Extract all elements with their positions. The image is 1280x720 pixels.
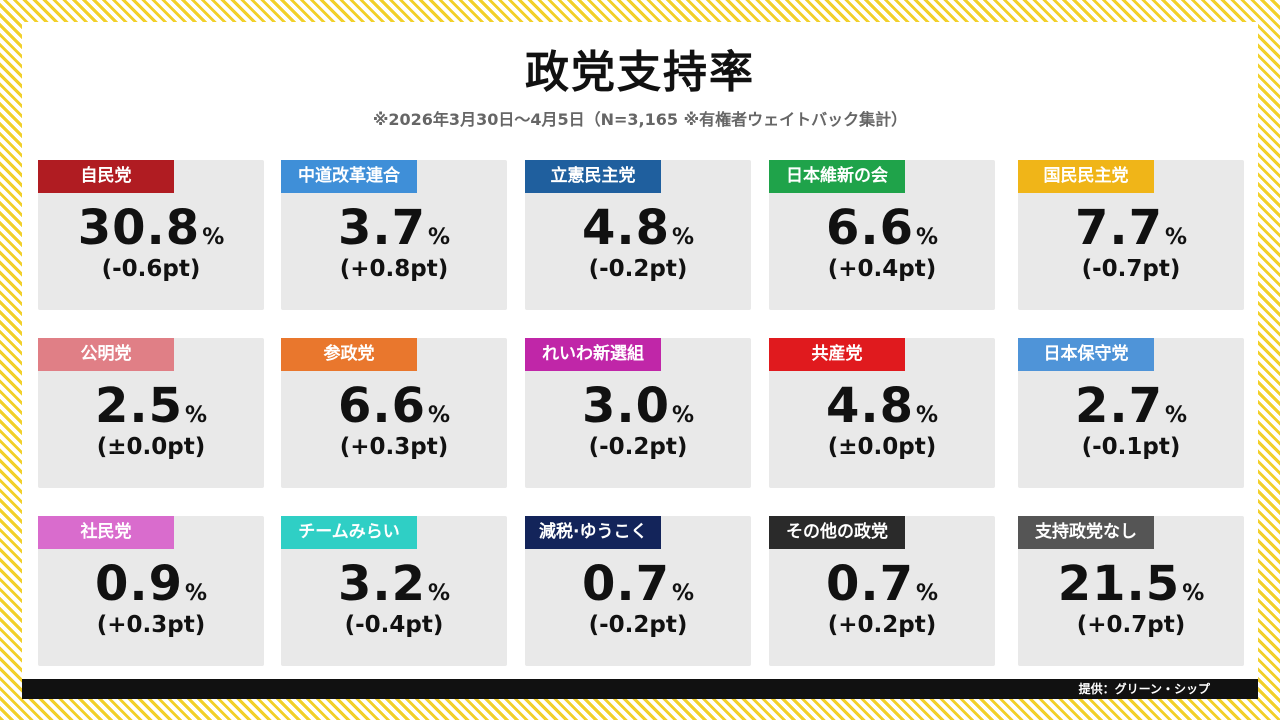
change-from-previous: (+0.8pt) bbox=[339, 256, 449, 282]
support-rate-value: 3.0 bbox=[581, 378, 670, 434]
party-card: その他の政党 0.7% (+0.2pt) bbox=[769, 516, 995, 666]
party-name-label: 社民党 bbox=[38, 516, 174, 549]
support-rate: 6.6% bbox=[281, 378, 507, 434]
change-from-previous: (-0.4pt) bbox=[344, 612, 444, 638]
change-from-previous: (-0.2pt) bbox=[588, 612, 688, 638]
support-rate: 21.5% bbox=[1018, 556, 1244, 612]
support-rate: 0.7% bbox=[769, 556, 995, 612]
party-name-label: チームみらい bbox=[281, 516, 417, 549]
percent-unit: % bbox=[915, 581, 939, 606]
percent-unit: % bbox=[427, 225, 451, 250]
change-from-previous: (-0.6pt) bbox=[101, 256, 201, 282]
footer-bar: 提供：グリーン・シップ bbox=[22, 679, 1258, 699]
support-rate-value: 0.9 bbox=[94, 556, 183, 612]
party-card: 公明党 2.5% (±0.0pt) bbox=[38, 338, 264, 488]
change-from-previous: (-0.7pt) bbox=[1081, 256, 1181, 282]
party-card: チームみらい 3.2% (-0.4pt) bbox=[281, 516, 507, 666]
support-rate: 6.6% bbox=[769, 200, 995, 256]
party-name-label: れいわ新選組 bbox=[525, 338, 661, 371]
percent-unit: % bbox=[1164, 403, 1188, 428]
change-from-previous: (+0.3pt) bbox=[96, 612, 206, 638]
percent-unit: % bbox=[202, 225, 225, 250]
party-card: 参政党 6.6% (+0.3pt) bbox=[281, 338, 507, 488]
credit-text: 提供：グリーン・シップ bbox=[1078, 682, 1210, 696]
support-rate-value: 0.7 bbox=[825, 556, 914, 612]
percent-unit: % bbox=[1182, 581, 1205, 606]
change-from-previous: (+0.4pt) bbox=[827, 256, 937, 282]
support-rate-value: 21.5 bbox=[1057, 556, 1181, 612]
percent-unit: % bbox=[427, 403, 451, 428]
support-rate-value: 4.8 bbox=[581, 200, 670, 256]
party-card: 自民党 30.8% (-0.6pt) bbox=[38, 160, 264, 310]
change-from-previous: (-0.1pt) bbox=[1081, 434, 1181, 460]
change-from-previous: (±0.0pt) bbox=[827, 434, 937, 460]
party-name-label: 共産党 bbox=[769, 338, 905, 371]
support-rate: 4.8% bbox=[525, 200, 751, 256]
party-name-label: 参政党 bbox=[281, 338, 417, 371]
percent-unit: % bbox=[1164, 225, 1188, 250]
change-from-previous: (-0.2pt) bbox=[588, 256, 688, 282]
change-from-previous: (±0.0pt) bbox=[96, 434, 206, 460]
party-card: れいわ新選組 3.0% (-0.2pt) bbox=[525, 338, 751, 488]
party-card: 国民民主党 7.7% (-0.7pt) bbox=[1018, 160, 1244, 310]
page-title: 政党支持率 bbox=[525, 47, 755, 98]
percent-unit: % bbox=[184, 581, 208, 606]
party-name-label: 日本保守党 bbox=[1018, 338, 1154, 371]
party-name-label: その他の政党 bbox=[769, 516, 905, 549]
support-rate-value: 0.7 bbox=[581, 556, 670, 612]
party-name-label: 立憲民主党 bbox=[525, 160, 661, 193]
survey-note: ※2026年3月30日～4月5日（N=3,165 ※有権者ウェイトバック集計） bbox=[372, 110, 908, 129]
percent-unit: % bbox=[671, 403, 695, 428]
party-name-label: 中道改革連合 bbox=[281, 160, 417, 193]
party-card: 共産党 4.8% (±0.0pt) bbox=[769, 338, 995, 488]
support-rate: 0.9% bbox=[38, 556, 264, 612]
support-rate: 3.2% bbox=[281, 556, 507, 612]
party-card: 社民党 0.9% (+0.3pt) bbox=[38, 516, 264, 666]
support-rate-value: 6.6 bbox=[337, 378, 426, 434]
party-card: 日本維新の会 6.6% (+0.4pt) bbox=[769, 160, 995, 310]
support-rate-value: 30.8 bbox=[77, 200, 201, 256]
support-rate-value: 3.7 bbox=[337, 200, 426, 256]
percent-unit: % bbox=[915, 403, 939, 428]
support-rate: 0.7% bbox=[525, 556, 751, 612]
change-from-previous: (+0.3pt) bbox=[339, 434, 449, 460]
support-rate-value: 6.6 bbox=[825, 200, 914, 256]
support-rate: 3.7% bbox=[281, 200, 507, 256]
support-rate-value: 2.7 bbox=[1074, 378, 1163, 434]
percent-unit: % bbox=[671, 581, 695, 606]
party-name-label: 自民党 bbox=[38, 160, 174, 193]
support-rate: 3.0% bbox=[525, 378, 751, 434]
support-rate-value: 7.7 bbox=[1074, 200, 1163, 256]
party-name-label: 支持政党なし bbox=[1018, 516, 1154, 549]
support-rate: 7.7% bbox=[1018, 200, 1244, 256]
party-card: 日本保守党 2.7% (-0.1pt) bbox=[1018, 338, 1244, 488]
party-card: 立憲民主党 4.8% (-0.2pt) bbox=[525, 160, 751, 310]
support-rate: 30.8% bbox=[38, 200, 264, 256]
change-from-previous: (-0.2pt) bbox=[588, 434, 688, 460]
party-card: 支持政党なし 21.5% (+0.7pt) bbox=[1018, 516, 1244, 666]
change-from-previous: (+0.7pt) bbox=[1076, 612, 1186, 638]
percent-unit: % bbox=[915, 225, 939, 250]
percent-unit: % bbox=[671, 225, 695, 250]
party-card: 中道改革連合 3.7% (+0.8pt) bbox=[281, 160, 507, 310]
support-rate-value: 4.8 bbox=[825, 378, 914, 434]
support-rate: 2.7% bbox=[1018, 378, 1244, 434]
party-name-label: 減税·ゆうこく bbox=[525, 516, 662, 549]
party-name-label: 公明党 bbox=[38, 338, 174, 371]
percent-unit: % bbox=[427, 581, 451, 606]
support-rate: 2.5% bbox=[38, 378, 264, 434]
change-from-previous: (+0.2pt) bbox=[827, 612, 937, 638]
percent-unit: % bbox=[184, 403, 208, 428]
party-name-label: 国民民主党 bbox=[1018, 160, 1154, 193]
party-name-label: 日本維新の会 bbox=[769, 160, 905, 193]
support-rate: 4.8% bbox=[769, 378, 995, 434]
support-rate-value: 3.2 bbox=[337, 556, 426, 612]
party-card: 減税·ゆうこく 0.7% (-0.2pt) bbox=[525, 516, 751, 666]
support-rate-value: 2.5 bbox=[94, 378, 183, 434]
